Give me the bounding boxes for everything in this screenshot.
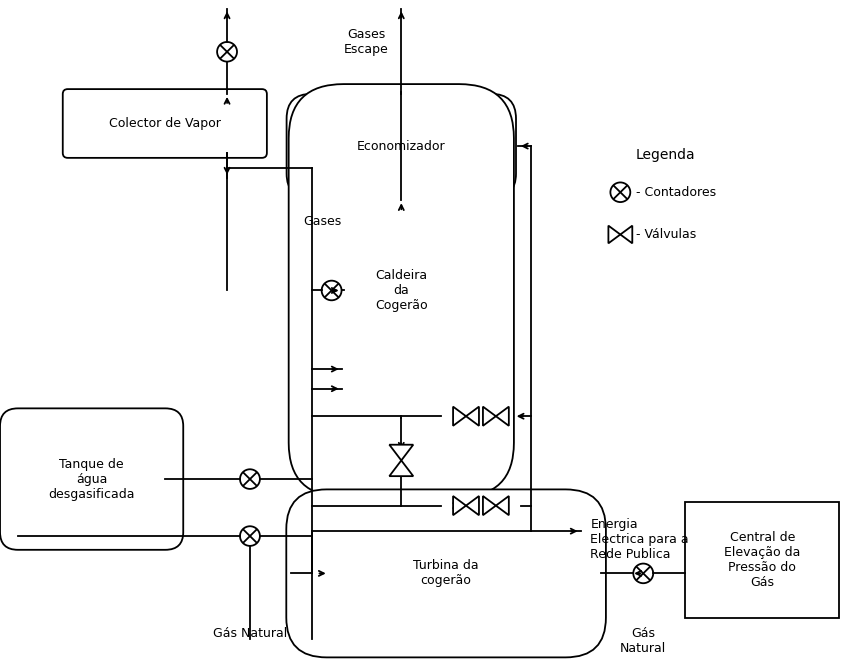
FancyBboxPatch shape [286, 489, 605, 658]
Bar [684, 502, 839, 617]
Text: Colector de Vapor: Colector de Vapor [108, 117, 220, 130]
Text: Turbina da
cogerão: Turbina da cogerão [412, 559, 479, 588]
Text: - Válvulas: - Válvulas [635, 228, 696, 241]
Text: Central de
Elevação da
Pressão do
Gás: Central de Elevação da Pressão do Gás [723, 531, 800, 589]
Text: Gás Natural: Gás Natural [213, 627, 287, 641]
Polygon shape [620, 225, 632, 243]
Text: Gás
Natural: Gás Natural [619, 627, 666, 656]
Text: Gases: Gases [303, 215, 341, 228]
Polygon shape [608, 225, 620, 243]
FancyBboxPatch shape [63, 89, 267, 158]
Text: Economizador: Economizador [356, 139, 445, 153]
FancyBboxPatch shape [286, 94, 516, 198]
Polygon shape [495, 407, 508, 426]
Text: Energia
Electrica para a
Rede Publica: Energia Electrica para a Rede Publica [590, 518, 688, 561]
Text: Caldeira
da
Cogerão: Caldeira da Cogerão [375, 269, 427, 312]
FancyBboxPatch shape [0, 408, 183, 550]
Polygon shape [389, 461, 412, 476]
FancyBboxPatch shape [288, 84, 513, 497]
Polygon shape [495, 496, 508, 515]
Text: Tanque de
água
desgasificada: Tanque de água desgasificada [48, 457, 134, 500]
Polygon shape [389, 445, 412, 461]
Polygon shape [466, 496, 479, 515]
Text: Legenda: Legenda [635, 148, 694, 162]
Polygon shape [453, 407, 466, 426]
Polygon shape [482, 496, 495, 515]
Polygon shape [466, 407, 479, 426]
Text: Gases
Escape: Gases Escape [344, 28, 388, 56]
Text: - Contadores: - Contadores [635, 186, 715, 199]
Polygon shape [482, 407, 495, 426]
Polygon shape [453, 496, 466, 515]
